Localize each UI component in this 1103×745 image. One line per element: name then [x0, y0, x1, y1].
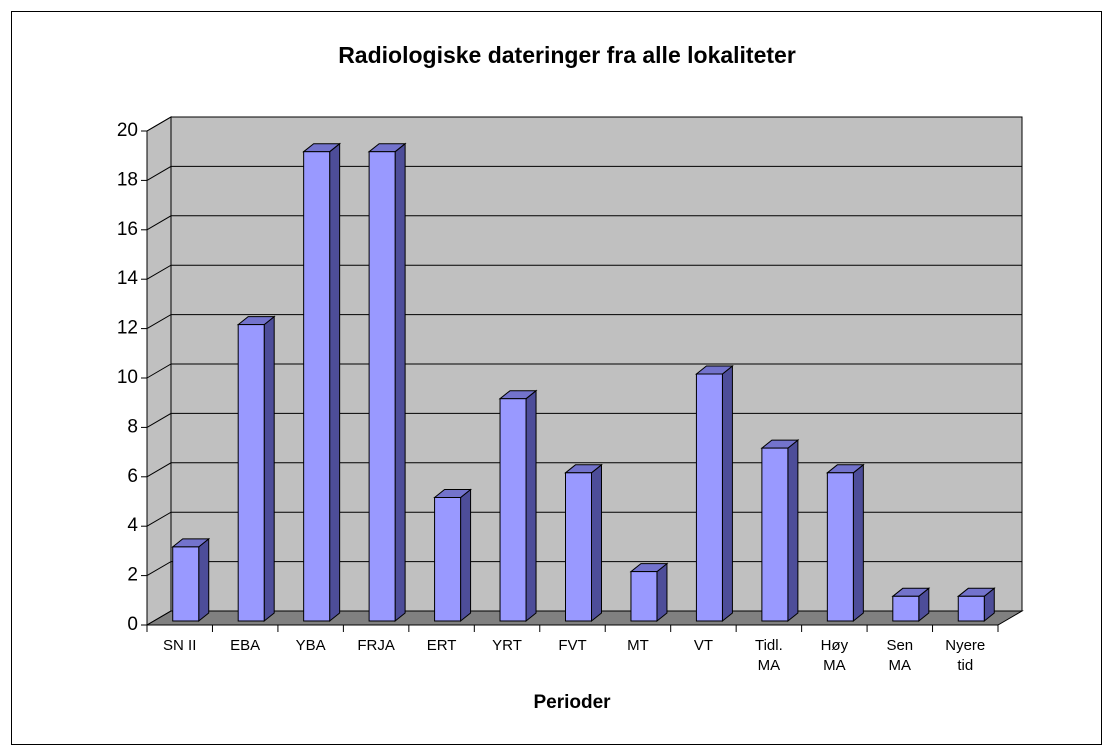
bar — [630, 571, 658, 622]
bar-side — [525, 389, 537, 623]
y-tick-label: 16 — [117, 219, 138, 240]
x-tick-label: EBA — [230, 637, 260, 654]
y-tick-label: 4 — [127, 515, 138, 536]
y-tick-label: 0 — [127, 614, 138, 635]
grid-line — [146, 165, 1022, 181]
bar — [303, 151, 331, 622]
grid-line — [146, 412, 1022, 428]
bar — [172, 546, 200, 622]
x-tick-label: Sen MA — [886, 637, 913, 674]
bar — [368, 151, 396, 622]
x-tick-label: VT — [694, 637, 713, 654]
bar-side — [591, 463, 602, 623]
bar — [565, 472, 592, 622]
grid-line — [146, 116, 1022, 132]
x-tick-label: SN II — [163, 637, 196, 654]
grid-line — [146, 215, 1022, 231]
grid-line — [146, 511, 1022, 527]
y-tick-label: 2 — [127, 565, 138, 586]
y-tick-label: 18 — [117, 169, 138, 190]
x-tick-label: FRJA — [357, 637, 395, 654]
x-tick-label: Høy MA — [821, 637, 849, 674]
chart-title: Radiologiske dateringer fra alle lokalit… — [338, 42, 796, 68]
bar-side — [394, 142, 406, 623]
x-tick-label: YRT — [492, 637, 522, 654]
y-tick-label: 6 — [127, 466, 138, 487]
bar — [761, 447, 789, 622]
bar — [434, 497, 462, 622]
x-tick-label: ERT — [427, 637, 457, 654]
bar-side — [263, 315, 275, 623]
bar-side — [656, 562, 668, 623]
bar-side — [852, 463, 864, 623]
x-tick-label: Nyere tid — [945, 637, 985, 674]
grid-line — [146, 264, 1022, 280]
bar-side — [198, 537, 210, 623]
bar — [957, 595, 985, 622]
x-axis-title: Perioder — [533, 692, 611, 713]
grid-line — [146, 610, 1022, 626]
grid-line — [146, 363, 1022, 379]
grid-line — [146, 561, 1022, 577]
x-tick-label: Tidl. MA — [755, 637, 783, 674]
y-tick-label: 14 — [117, 268, 139, 289]
bar-side — [787, 439, 799, 623]
grid-line — [146, 462, 1022, 478]
bar — [237, 324, 265, 622]
bar-side — [329, 142, 341, 623]
x-tick-label: MT — [627, 637, 649, 654]
x-tick-label: YBA — [296, 637, 326, 654]
bar-side — [460, 488, 472, 623]
y-tick-label: 20 — [117, 120, 138, 141]
bar — [892, 595, 920, 622]
bar-side — [721, 364, 733, 623]
grid-line — [146, 314, 1022, 330]
y-tick-label: 8 — [127, 416, 138, 437]
y-tick-label: 12 — [117, 318, 138, 339]
bar — [499, 398, 527, 622]
y-tick-label: 10 — [117, 367, 138, 388]
bar — [695, 373, 723, 622]
bar — [826, 472, 854, 622]
x-tick-label: FVT — [558, 637, 586, 654]
